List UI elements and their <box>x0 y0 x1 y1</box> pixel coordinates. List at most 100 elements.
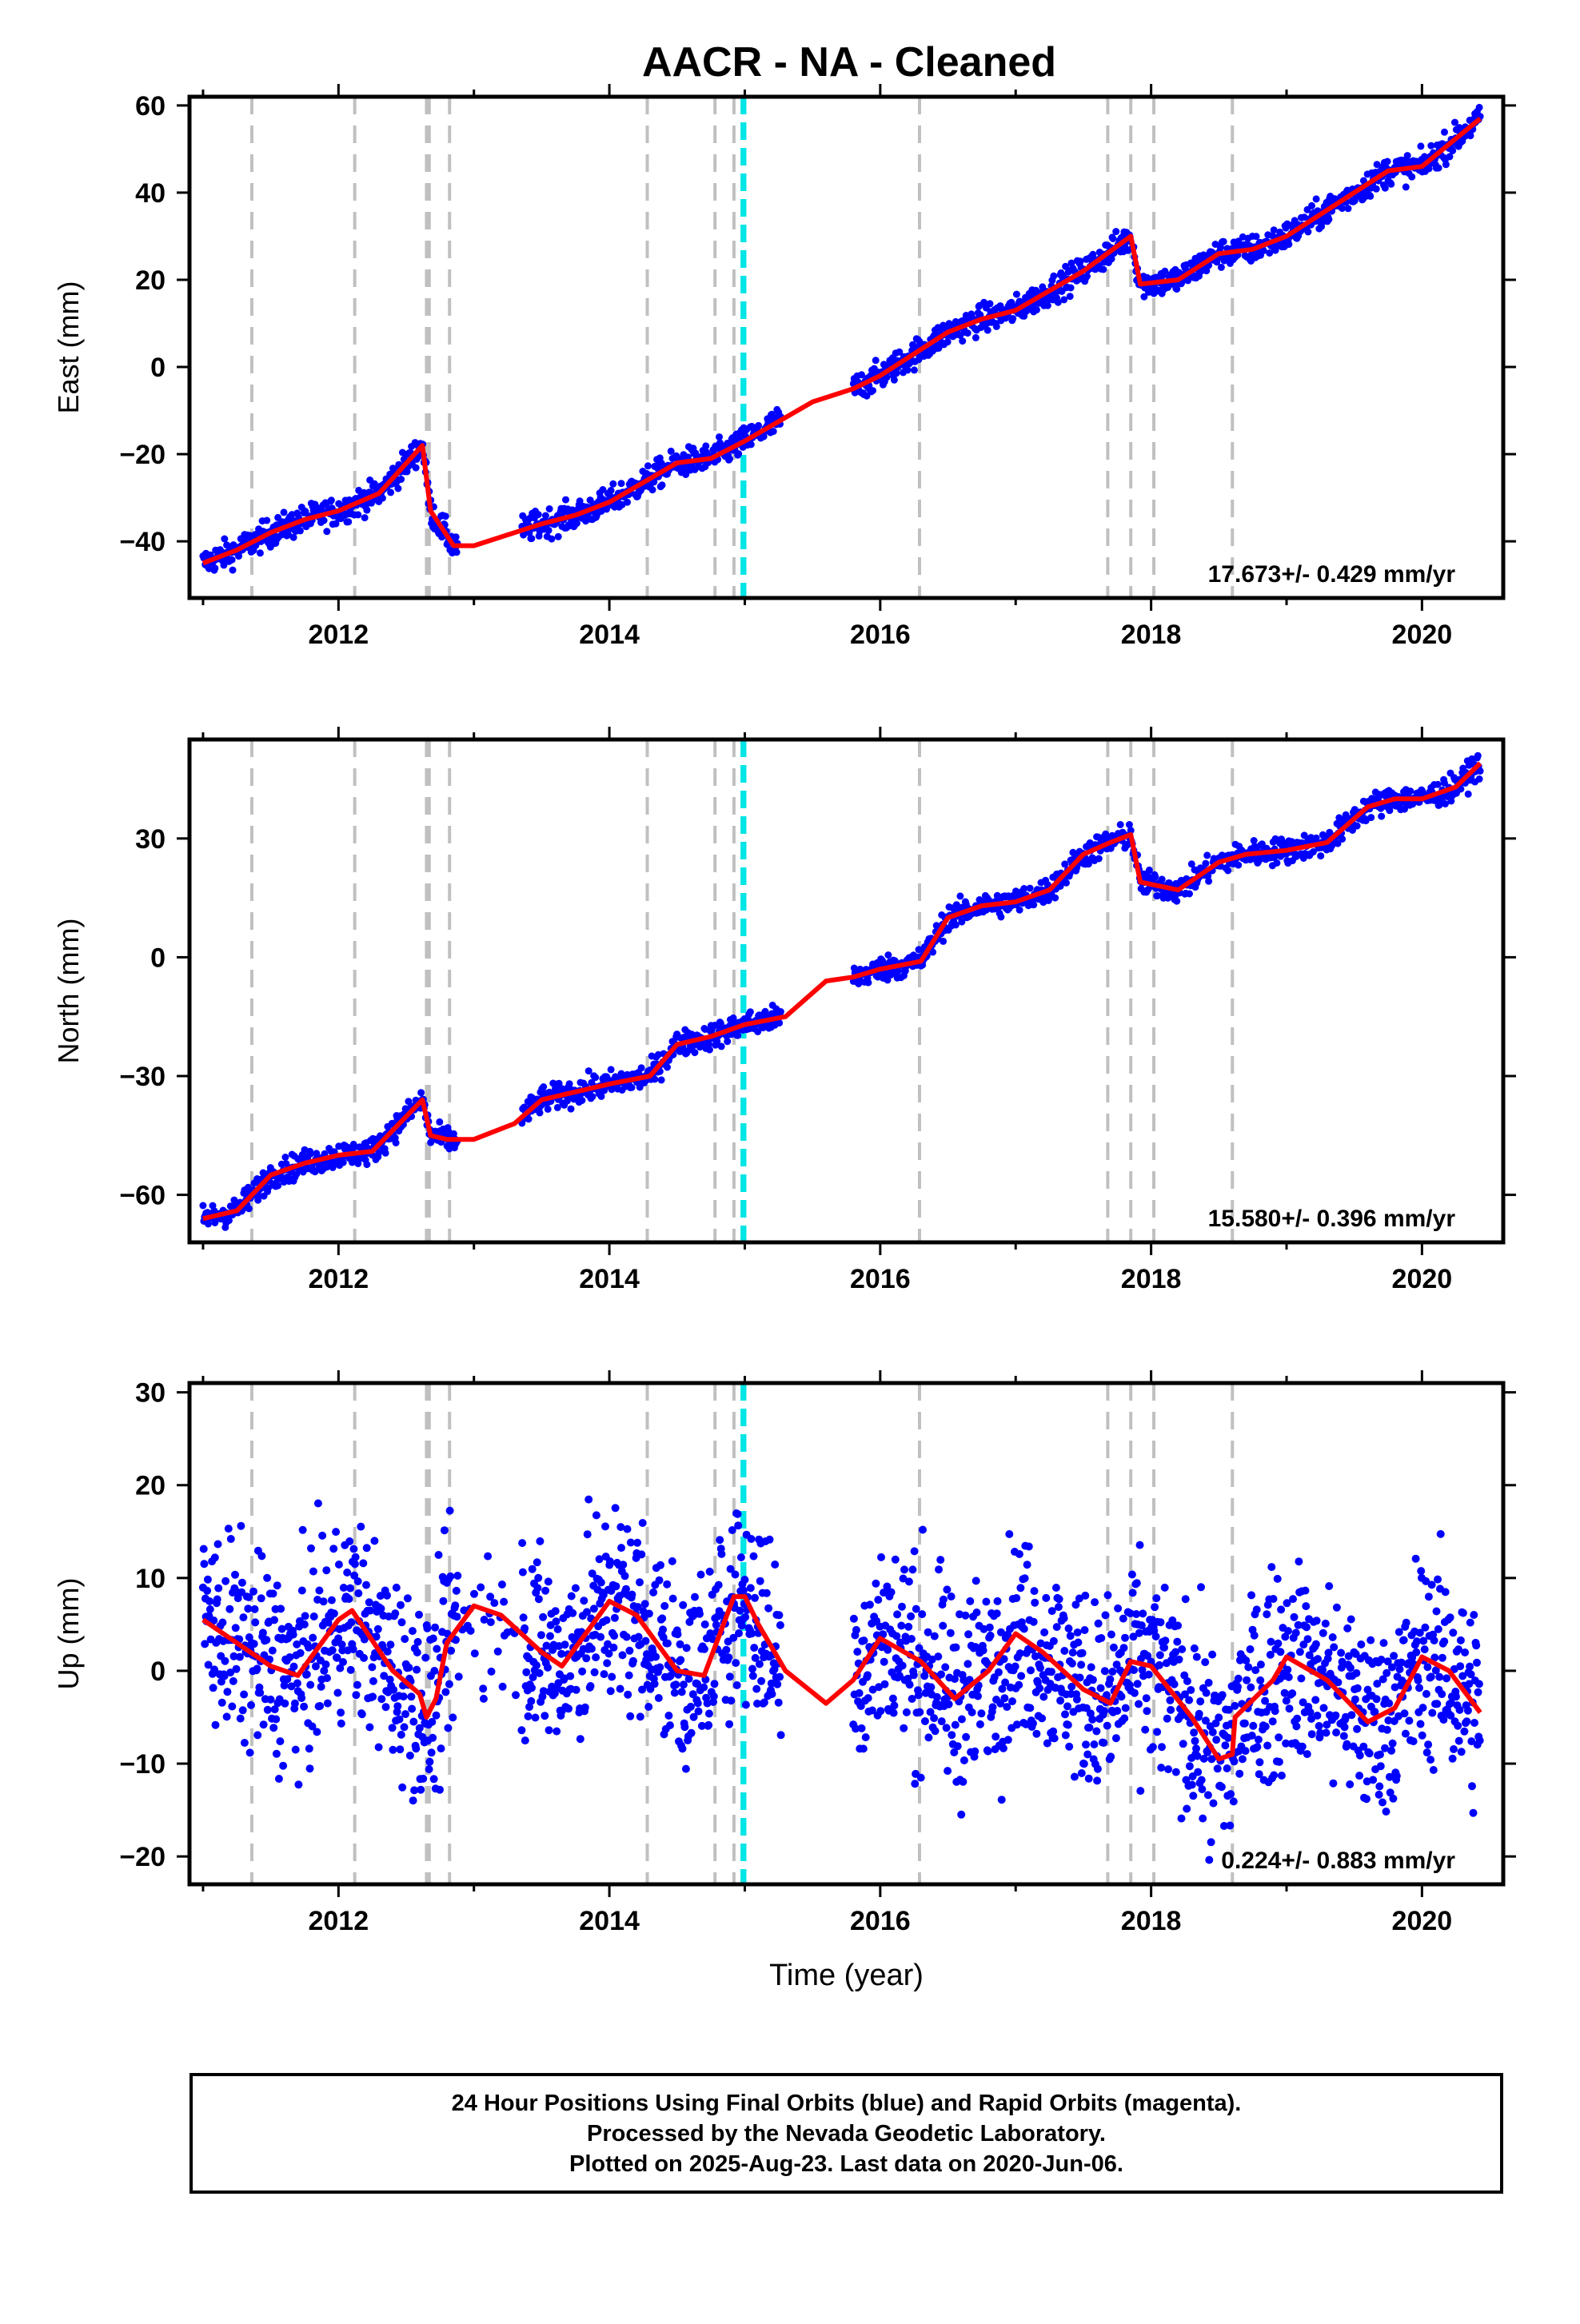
up-point <box>212 1721 220 1729</box>
up-point <box>1275 1733 1283 1741</box>
up-point <box>960 1756 968 1764</box>
up-point <box>521 1736 529 1744</box>
up-point <box>1151 1603 1159 1611</box>
up-point <box>1185 1696 1193 1704</box>
up-point <box>1141 1726 1149 1734</box>
east-point <box>1325 216 1332 223</box>
up-point <box>272 1716 280 1724</box>
east-point <box>1417 142 1424 149</box>
up-point <box>672 1680 680 1688</box>
up-point <box>398 1784 406 1792</box>
up-point <box>401 1710 409 1718</box>
up-point <box>939 1622 947 1630</box>
up-point <box>470 1590 478 1598</box>
up-point <box>582 1654 590 1662</box>
east-point <box>770 428 777 435</box>
up-point <box>225 1525 233 1533</box>
up-point <box>961 1612 969 1620</box>
up-point <box>309 1634 317 1642</box>
up-point <box>490 1599 498 1607</box>
north-point <box>1117 821 1124 828</box>
up-point <box>1219 1691 1227 1699</box>
up-point <box>477 1584 485 1592</box>
up-point <box>1243 1676 1251 1684</box>
up-point <box>1198 1785 1206 1793</box>
east-point <box>608 487 615 494</box>
up-point <box>645 1610 653 1618</box>
up-point <box>1004 1736 1012 1744</box>
up-point <box>246 1748 254 1756</box>
up-point <box>536 1669 544 1677</box>
up-point <box>1074 1628 1082 1636</box>
up-point <box>425 1758 433 1766</box>
up-point <box>1081 1626 1089 1634</box>
up-point <box>1035 1684 1043 1692</box>
up-point <box>776 1621 784 1629</box>
up-point <box>1303 1623 1311 1631</box>
up-point <box>259 1628 267 1636</box>
up-point <box>291 1700 299 1708</box>
up-point <box>1207 1838 1215 1846</box>
up-point <box>297 1694 305 1702</box>
up-point <box>1242 1747 1250 1755</box>
up-point <box>541 1587 549 1595</box>
up-point <box>974 1692 982 1700</box>
north-y-axis-label: North (mm) <box>52 919 85 1064</box>
up-point <box>735 1629 743 1637</box>
up-point <box>1221 1741 1229 1749</box>
east-point <box>1112 228 1119 235</box>
up-point <box>1161 1584 1169 1592</box>
up-point <box>227 1535 235 1543</box>
east-points <box>199 104 1483 574</box>
up-point <box>552 1617 560 1625</box>
up-point <box>1073 1696 1081 1704</box>
east-point <box>229 556 236 564</box>
up-point <box>1108 1668 1116 1676</box>
up-point <box>1267 1563 1275 1571</box>
up-point <box>742 1701 750 1709</box>
up-point <box>1253 1605 1261 1613</box>
up-point <box>1199 1815 1207 1823</box>
up-point <box>976 1720 984 1728</box>
up-point <box>592 1653 600 1661</box>
up-point <box>1197 1583 1205 1591</box>
up-point <box>636 1578 644 1586</box>
east-point <box>1050 273 1057 280</box>
up-point <box>850 1615 858 1623</box>
up-point <box>363 1544 371 1552</box>
up-point <box>1255 1736 1263 1744</box>
up-point <box>712 1621 720 1629</box>
up-point <box>435 1551 443 1559</box>
north-rate-label: 15.580+/- 0.396 mm/yr <box>1208 1206 1456 1232</box>
up-point <box>322 1660 330 1668</box>
up-point <box>1274 1575 1282 1583</box>
up-point <box>405 1664 413 1672</box>
up-point <box>1205 1679 1213 1687</box>
up-point <box>777 1731 785 1739</box>
up-point <box>1195 1710 1203 1718</box>
up-point <box>1051 1734 1059 1742</box>
up-point <box>1086 1724 1094 1732</box>
up-point <box>656 1577 664 1585</box>
up-point <box>499 1683 507 1691</box>
up-point <box>1302 1587 1310 1595</box>
up-point <box>1167 1706 1175 1714</box>
east-point <box>453 533 460 540</box>
up-point <box>734 1521 742 1529</box>
up-point <box>1212 1736 1220 1744</box>
up-point <box>580 1597 588 1604</box>
up-point <box>415 1611 423 1619</box>
up-point <box>273 1750 281 1758</box>
up-point <box>903 1708 911 1716</box>
up-point <box>585 1496 592 1504</box>
north-point <box>340 1159 347 1166</box>
up-point <box>306 1681 314 1689</box>
up-point <box>522 1668 530 1676</box>
east-point <box>609 480 616 488</box>
up-point <box>539 1613 547 1621</box>
up-point <box>998 1796 1006 1804</box>
up-point <box>1347 1711 1355 1719</box>
up-point <box>1091 1598 1099 1606</box>
up-point <box>239 1706 247 1714</box>
up-point <box>1088 1716 1096 1724</box>
